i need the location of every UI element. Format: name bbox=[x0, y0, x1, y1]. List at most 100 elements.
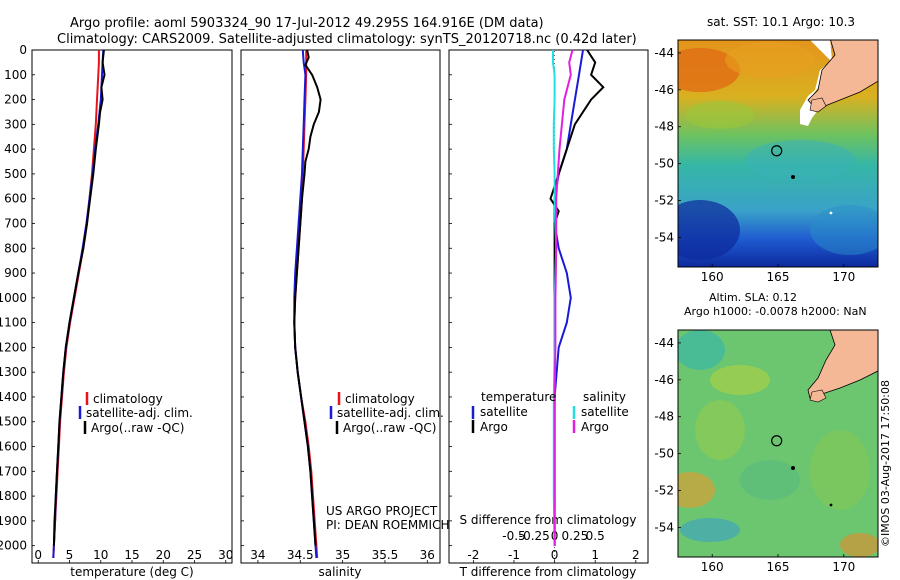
x-tick-label: 34.5 bbox=[287, 548, 314, 562]
x2-tick-label: 0.25 bbox=[562, 529, 589, 543]
sst-map-title: sat. SST: 10.1 Argo: 10.3 bbox=[707, 15, 855, 29]
figure-subtitle: Climatology: CARS2009. Satellite-adjuste… bbox=[57, 32, 637, 47]
legend-label-climatology: climatology bbox=[345, 392, 415, 406]
legend-label-climatology: climatology bbox=[93, 392, 163, 406]
depth-tick-label: 1500 bbox=[0, 415, 27, 429]
legend-label-temp-satellite: satellite bbox=[480, 405, 528, 419]
differences-series-temperature-argo bbox=[549, 49, 605, 546]
legend-label-temp-argo: Argo bbox=[480, 420, 508, 434]
legend-title-salinity: salinity bbox=[583, 390, 626, 404]
sla-map-subtitle: Argo h1000: -0.0078 h2000: NaN bbox=[684, 305, 867, 318]
x-tick-label: 25 bbox=[187, 548, 202, 562]
watermark: ©IMOS 03-Aug-2017 17:50:08 bbox=[879, 380, 892, 547]
legend-label-argo: Argo(..raw -QC) bbox=[343, 421, 436, 435]
depth-tick-label: 500 bbox=[4, 167, 27, 181]
x2-tick-label: 0.5 bbox=[586, 529, 605, 543]
map-lon-label: 170 bbox=[832, 560, 855, 574]
legend-label-argo: Argo(..raw -QC) bbox=[91, 421, 184, 435]
depth-tick-label: 1000 bbox=[0, 291, 27, 305]
temperature-legend: climatology satellite-adj. clim. Argo(..… bbox=[78, 392, 193, 435]
depth-tick-label: 400 bbox=[4, 142, 27, 156]
sst-argo-location-marker bbox=[771, 145, 783, 157]
difference-xlabel: T difference from climatology bbox=[459, 565, 637, 579]
map-lat-label: -54 bbox=[654, 230, 674, 244]
sla-argo-location-marker bbox=[771, 435, 783, 447]
legend-label-satellite: satellite-adj. clim. bbox=[86, 406, 193, 420]
depth-tick-label: 1600 bbox=[0, 440, 27, 454]
map-lat-label: -46 bbox=[654, 83, 674, 97]
map-lon-label: 160 bbox=[701, 270, 724, 284]
x-tick-label: 10 bbox=[93, 548, 108, 562]
map-lat-label: -54 bbox=[654, 520, 674, 534]
temperature-axes bbox=[31, 49, 233, 564]
depth-tick-label: 1100 bbox=[0, 316, 27, 330]
map-lon-label: 160 bbox=[701, 560, 724, 574]
legend-label-satellite: satellite-adj. clim. bbox=[337, 406, 444, 420]
salinity-legend: climatology satellite-adj. clim. Argo(..… bbox=[329, 392, 444, 435]
x-tick-label: 2 bbox=[632, 548, 640, 562]
depth-tick-label: 1300 bbox=[0, 365, 27, 379]
temperature-xlabel: temperature (deg C) bbox=[70, 565, 193, 579]
depth-tick-label: 100 bbox=[4, 68, 27, 82]
x-tick-label: 30 bbox=[218, 548, 233, 562]
depth-tick-label: 800 bbox=[4, 241, 27, 255]
sst-map-image bbox=[678, 40, 878, 267]
depth-tick-label: 1700 bbox=[0, 464, 27, 478]
depth-tick-label: 2000 bbox=[0, 539, 27, 553]
salinity-difference-xlabel: S difference from climatology bbox=[460, 513, 637, 527]
legend-title-temperature: temperature bbox=[481, 390, 556, 404]
difference-x-axis: -2 -1 0 1 2 bbox=[467, 548, 640, 563]
depth-tick-label: 0 bbox=[19, 43, 27, 57]
legend-label-sal-argo: Argo bbox=[581, 420, 609, 434]
x-tick-label: 35.5 bbox=[372, 548, 399, 562]
profile-series bbox=[52, 49, 605, 559]
salinity-series-argo bbox=[293, 49, 322, 546]
depth-tick-label: 1400 bbox=[0, 390, 27, 404]
salinity-axes bbox=[240, 49, 441, 564]
x-tick-label: 5 bbox=[66, 548, 74, 562]
depth-tick-label: 600 bbox=[4, 192, 27, 206]
salinity-x-axis: 34 34.5 35 35.5 36 bbox=[250, 548, 435, 563]
sla-map-title: Altim. SLA: 0.12 bbox=[709, 291, 797, 304]
temperature-series-climatology bbox=[52, 50, 100, 559]
x-tick-label: 20 bbox=[156, 548, 171, 562]
salinity-xlabel: salinity bbox=[318, 565, 361, 579]
x-tick-label: 0 bbox=[34, 548, 42, 562]
difference-axes bbox=[448, 49, 649, 564]
temperature-series-argo bbox=[52, 49, 106, 546]
difference-legend: temperature salinity satellite Argo sate… bbox=[471, 390, 629, 434]
depth-tick-label: 900 bbox=[4, 266, 27, 280]
project-credit: US ARGO PROJECT bbox=[326, 504, 438, 518]
depth-tick-label: 300 bbox=[4, 117, 27, 131]
map-lat-label: -52 bbox=[654, 194, 674, 208]
depth-tick-label: 700 bbox=[4, 216, 27, 230]
map-lat-label: -46 bbox=[654, 373, 674, 387]
x2-tick-label: -0.5 bbox=[502, 529, 525, 543]
x-tick-label: -1 bbox=[508, 548, 520, 562]
legend-label-sal-satellite: satellite bbox=[581, 405, 629, 419]
map-lat-label: -50 bbox=[654, 447, 674, 461]
x-tick-label: 35 bbox=[335, 548, 350, 562]
map-lon-label: 165 bbox=[767, 560, 790, 574]
x-tick-label: 34 bbox=[250, 548, 265, 562]
map-lat-label: -44 bbox=[654, 46, 674, 60]
map-lat-label: -50 bbox=[654, 157, 674, 171]
map-lon-label: 170 bbox=[832, 270, 855, 284]
map-lat-label: -44 bbox=[654, 336, 674, 350]
map-lat-label: -48 bbox=[654, 410, 674, 424]
x-tick-label: 1 bbox=[591, 548, 599, 562]
differences-series-salinity-argo bbox=[553, 49, 574, 546]
x2-tick-label: -0.25 bbox=[519, 529, 550, 543]
differences-series-temperature-satellite bbox=[553, 49, 584, 546]
depth-tick-label: 1900 bbox=[0, 514, 27, 528]
depth-tick-label: 200 bbox=[4, 93, 27, 107]
depth-axis: 0 100 200 300 400 500 600 700 800 900 1000 1100 1200… bbox=[0, 43, 452, 553]
map-lat-label: -52 bbox=[654, 484, 674, 498]
pi-credit: PI: DEAN ROEMMICH bbox=[326, 518, 449, 532]
depth-tick-label: 1200 bbox=[0, 340, 27, 354]
x-tick-label: 36 bbox=[420, 548, 435, 562]
map-axes: 160 165 170 -44 -46 -48 -50 -52 -54 160 165 170 -44 -… bbox=[654, 46, 855, 574]
x-tick-label: -2 bbox=[467, 548, 479, 562]
map-lon-label: 165 bbox=[767, 270, 790, 284]
